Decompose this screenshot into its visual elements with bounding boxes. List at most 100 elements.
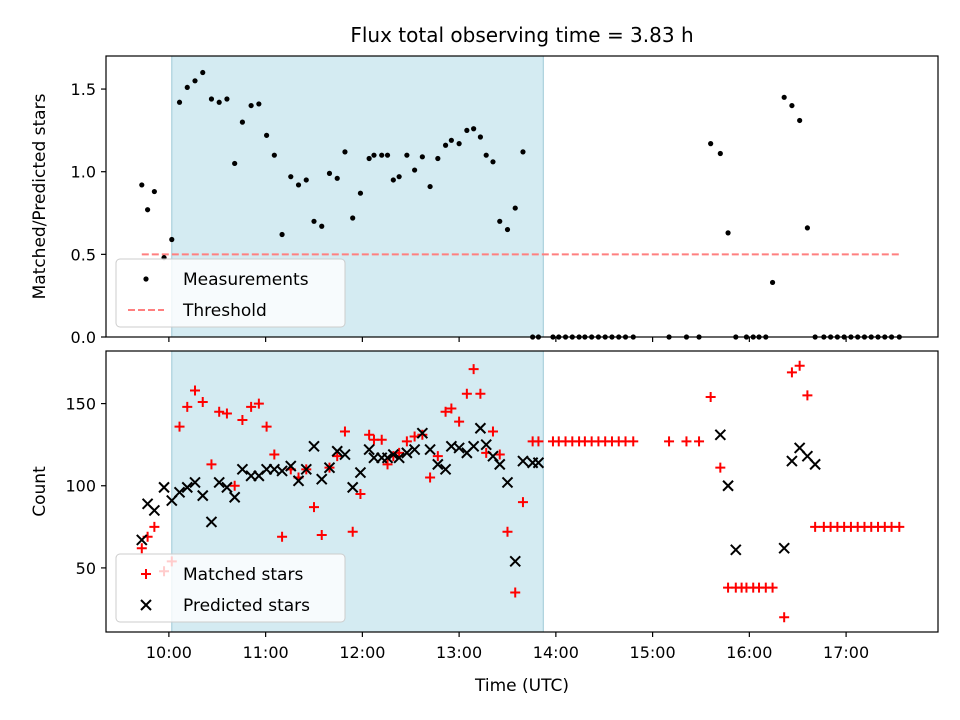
legend: Measurements Threshold bbox=[115, 258, 346, 328]
data-point bbox=[404, 152, 410, 158]
data-point bbox=[190, 385, 201, 396]
data-point bbox=[216, 99, 222, 105]
data-point bbox=[778, 542, 790, 554]
data-point bbox=[794, 360, 805, 371]
legend-marker bbox=[140, 599, 152, 611]
data-point bbox=[432, 451, 443, 462]
y-tick-label: 1.0 bbox=[71, 163, 96, 182]
data-point bbox=[722, 480, 734, 492]
data-point bbox=[357, 190, 364, 196]
data-point bbox=[533, 436, 544, 447]
data-point bbox=[366, 155, 372, 162]
data-point bbox=[221, 408, 232, 419]
data-point bbox=[184, 84, 190, 91]
data-point bbox=[419, 154, 425, 160]
data-point bbox=[285, 460, 297, 472]
chart-title: Flux total observing time = 3.83 h bbox=[350, 23, 693, 47]
data-point bbox=[381, 452, 394, 464]
data-point bbox=[387, 448, 400, 461]
data-point bbox=[705, 392, 716, 403]
data-point bbox=[494, 458, 506, 471]
data-point bbox=[510, 587, 521, 598]
data-point bbox=[288, 174, 294, 180]
data-point bbox=[197, 489, 209, 502]
y-tick-label: 0.5 bbox=[71, 245, 96, 264]
data-point bbox=[464, 127, 470, 133]
data-point bbox=[717, 150, 723, 157]
data-point bbox=[432, 458, 444, 471]
data-point bbox=[311, 218, 317, 224]
data-point bbox=[136, 534, 148, 546]
data-point bbox=[416, 427, 429, 439]
data-point bbox=[501, 476, 514, 489]
data-point bbox=[277, 531, 288, 542]
ratio-panel: 0.0 0.5 1.0 1.5 Matched/Predicted stars Measu… bbox=[30, 55, 939, 347]
data-point bbox=[376, 434, 387, 445]
data-point bbox=[453, 442, 465, 454]
data-point bbox=[390, 177, 396, 183]
data-point bbox=[300, 463, 312, 476]
data-point bbox=[467, 440, 480, 453]
data-point bbox=[382, 459, 393, 470]
data-point bbox=[480, 438, 492, 451]
data-point bbox=[442, 142, 449, 148]
data-point bbox=[316, 473, 328, 485]
x-tick-label: 16:00 bbox=[726, 643, 772, 662]
data-point bbox=[237, 415, 248, 426]
data-point bbox=[781, 94, 787, 100]
data-point bbox=[435, 155, 441, 162]
data-point bbox=[169, 236, 175, 243]
data-point bbox=[236, 463, 249, 476]
data-point bbox=[221, 481, 233, 494]
data-point bbox=[427, 183, 433, 190]
data-point bbox=[173, 486, 186, 499]
data-point bbox=[694, 436, 705, 447]
data-point bbox=[474, 422, 487, 434]
data-point bbox=[502, 526, 513, 537]
data-point bbox=[396, 174, 402, 180]
series-matched-stars bbox=[136, 360, 905, 623]
legend-marker bbox=[143, 276, 149, 282]
counts-panel: 50 100 150 10:00 11:00 12:00 13:00 14:00 15:00 16… bbox=[30, 350, 939, 662]
data-point bbox=[174, 421, 185, 432]
axes-frame bbox=[105, 350, 939, 633]
data-point bbox=[393, 452, 405, 464]
legend-box bbox=[115, 553, 346, 623]
x-axis-label: Time (UTC) bbox=[474, 676, 569, 696]
data-point bbox=[205, 516, 218, 528]
data-point bbox=[292, 475, 305, 487]
data-point bbox=[797, 117, 803, 124]
data-point bbox=[371, 152, 377, 158]
data-point bbox=[475, 388, 486, 399]
data-point bbox=[295, 182, 302, 188]
legend-label: Predicted stars bbox=[183, 596, 310, 616]
x-tick-label: 14:00 bbox=[533, 643, 579, 662]
data-point bbox=[149, 521, 160, 532]
data-point bbox=[424, 443, 436, 456]
data-point bbox=[228, 491, 241, 503]
x-tick-label: 12:00 bbox=[339, 643, 385, 662]
data-point bbox=[208, 96, 215, 102]
data-point bbox=[417, 429, 428, 440]
data-point bbox=[350, 215, 356, 221]
data-point bbox=[323, 461, 336, 474]
x-tick-label: 10:00 bbox=[146, 643, 192, 662]
x-tick-label: 13:00 bbox=[436, 643, 482, 662]
y-tick-label: 150 bbox=[65, 395, 96, 414]
data-point bbox=[810, 521, 821, 532]
data-point bbox=[342, 149, 348, 155]
data-point bbox=[308, 440, 320, 453]
data-point bbox=[512, 205, 518, 211]
data-point bbox=[214, 406, 225, 417]
data-point bbox=[454, 416, 465, 427]
data-point bbox=[730, 544, 742, 556]
data-point bbox=[331, 445, 343, 457]
x-tick-label: 15:00 bbox=[630, 643, 676, 662]
data-point bbox=[809, 458, 821, 471]
data-point bbox=[804, 225, 810, 231]
data-point bbox=[483, 152, 489, 158]
data-point bbox=[779, 612, 790, 623]
data-point bbox=[468, 364, 479, 375]
data-point bbox=[334, 175, 340, 181]
data-point bbox=[263, 132, 270, 138]
